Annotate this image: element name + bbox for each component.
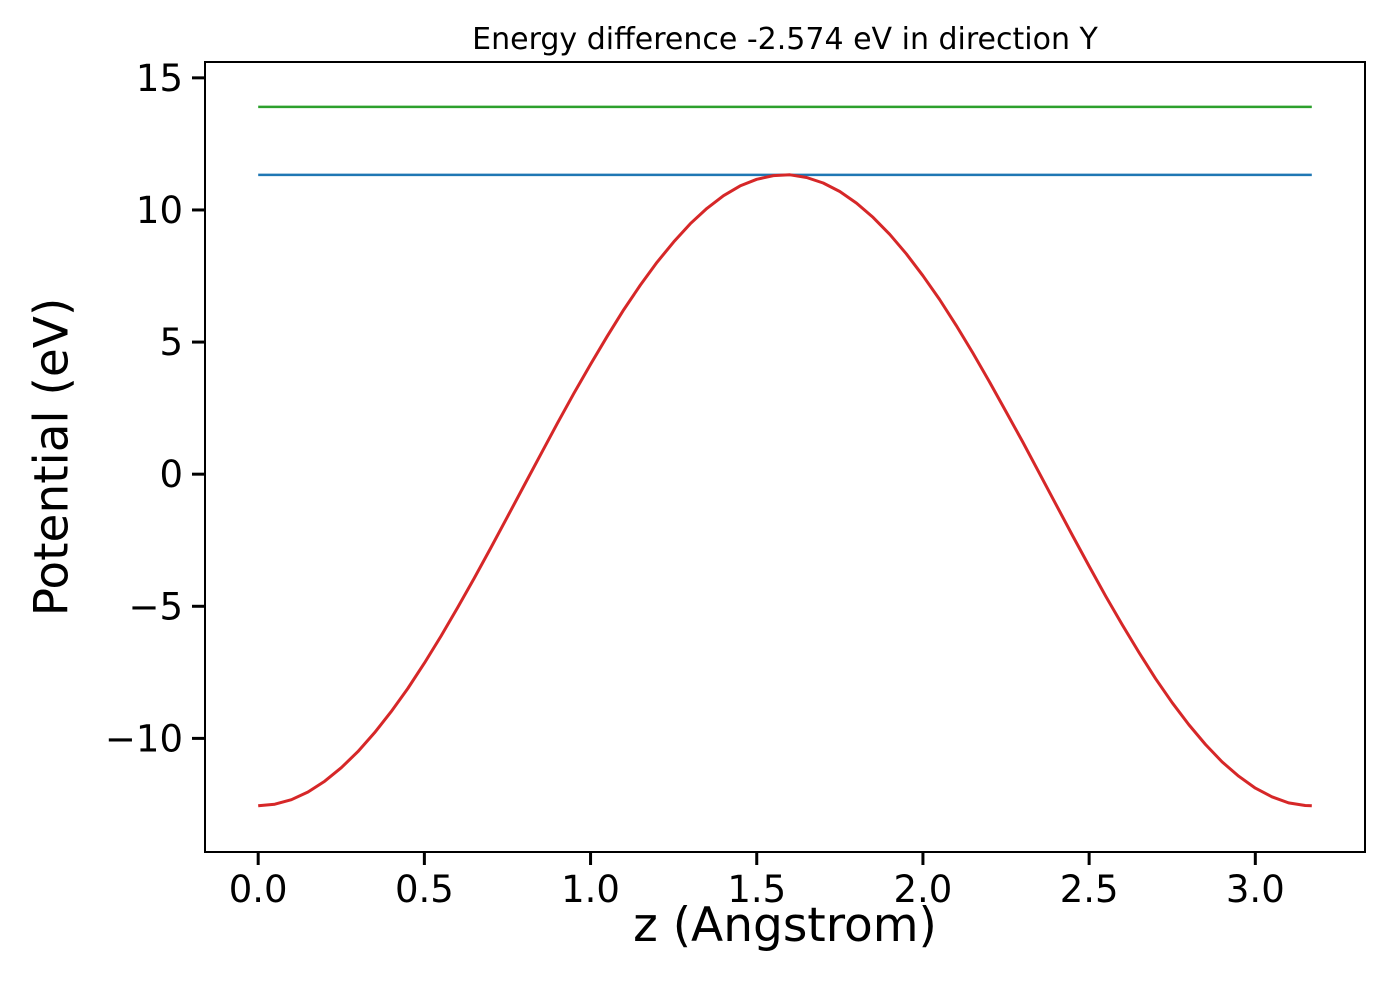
x-tick-label: 0.5 <box>395 868 454 911</box>
y-tick-label: 15 <box>136 57 183 100</box>
series-line-planar-average-potential <box>258 173 1312 808</box>
x-tick-label: 1.0 <box>561 868 620 911</box>
x-tick-label: 2.0 <box>894 868 953 911</box>
chart-title: Energy difference -2.574 eV in direction… <box>472 22 1098 57</box>
y-tick-label: 5 <box>159 321 183 364</box>
y-tick-label: −5 <box>128 585 183 628</box>
x-tick-label: 2.5 <box>1060 868 1119 911</box>
x-tick-label: 3.0 <box>1226 868 1285 911</box>
y-tick-label: 0 <box>159 453 183 496</box>
x-tick-label: 0.0 <box>229 868 288 911</box>
y-tick-label: 10 <box>136 189 183 232</box>
x-tick-label: 1.5 <box>727 868 786 911</box>
y-axis-label: Potential (eV) <box>24 297 80 617</box>
x-axis-label: z (Angstrom) <box>633 898 937 953</box>
axes-box <box>204 61 1366 853</box>
y-tick-label: −10 <box>105 717 183 760</box>
